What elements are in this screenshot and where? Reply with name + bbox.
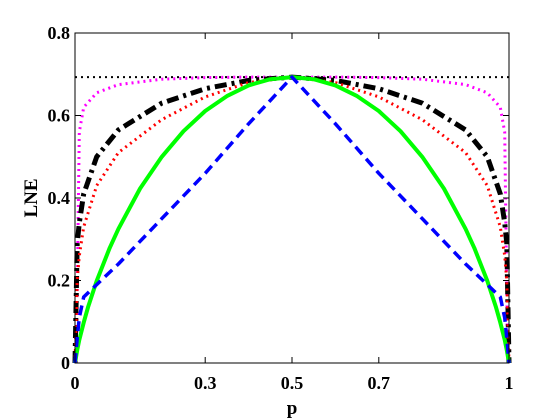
y-axis-ticks: 0 0.2 0.4 0.6 0.8: [48, 23, 509, 373]
y-tick-label: 0.6: [48, 106, 71, 126]
y-tick-label: 0.8: [48, 23, 71, 43]
x-tick-label: 0: [71, 373, 80, 393]
x-tick-label: 1: [505, 373, 514, 393]
x-axis-label: p: [287, 398, 298, 419]
x-tick-label: 0.3: [194, 373, 217, 393]
plot-area: [75, 33, 509, 363]
x-tick-label: 0.7: [368, 373, 391, 393]
y-tick-label: 0: [61, 353, 70, 373]
x-axis-ticks: 0 0.3 0.5 0.7 1: [71, 33, 514, 393]
y-tick-label: 0.4: [48, 188, 71, 208]
y-axis-label: LNE: [21, 178, 42, 217]
y-tick-label: 0.2: [48, 271, 71, 291]
x-tick-label: 0.5: [281, 373, 304, 393]
series-line-6: [73, 75, 511, 364]
series-layer: [72, 74, 512, 364]
